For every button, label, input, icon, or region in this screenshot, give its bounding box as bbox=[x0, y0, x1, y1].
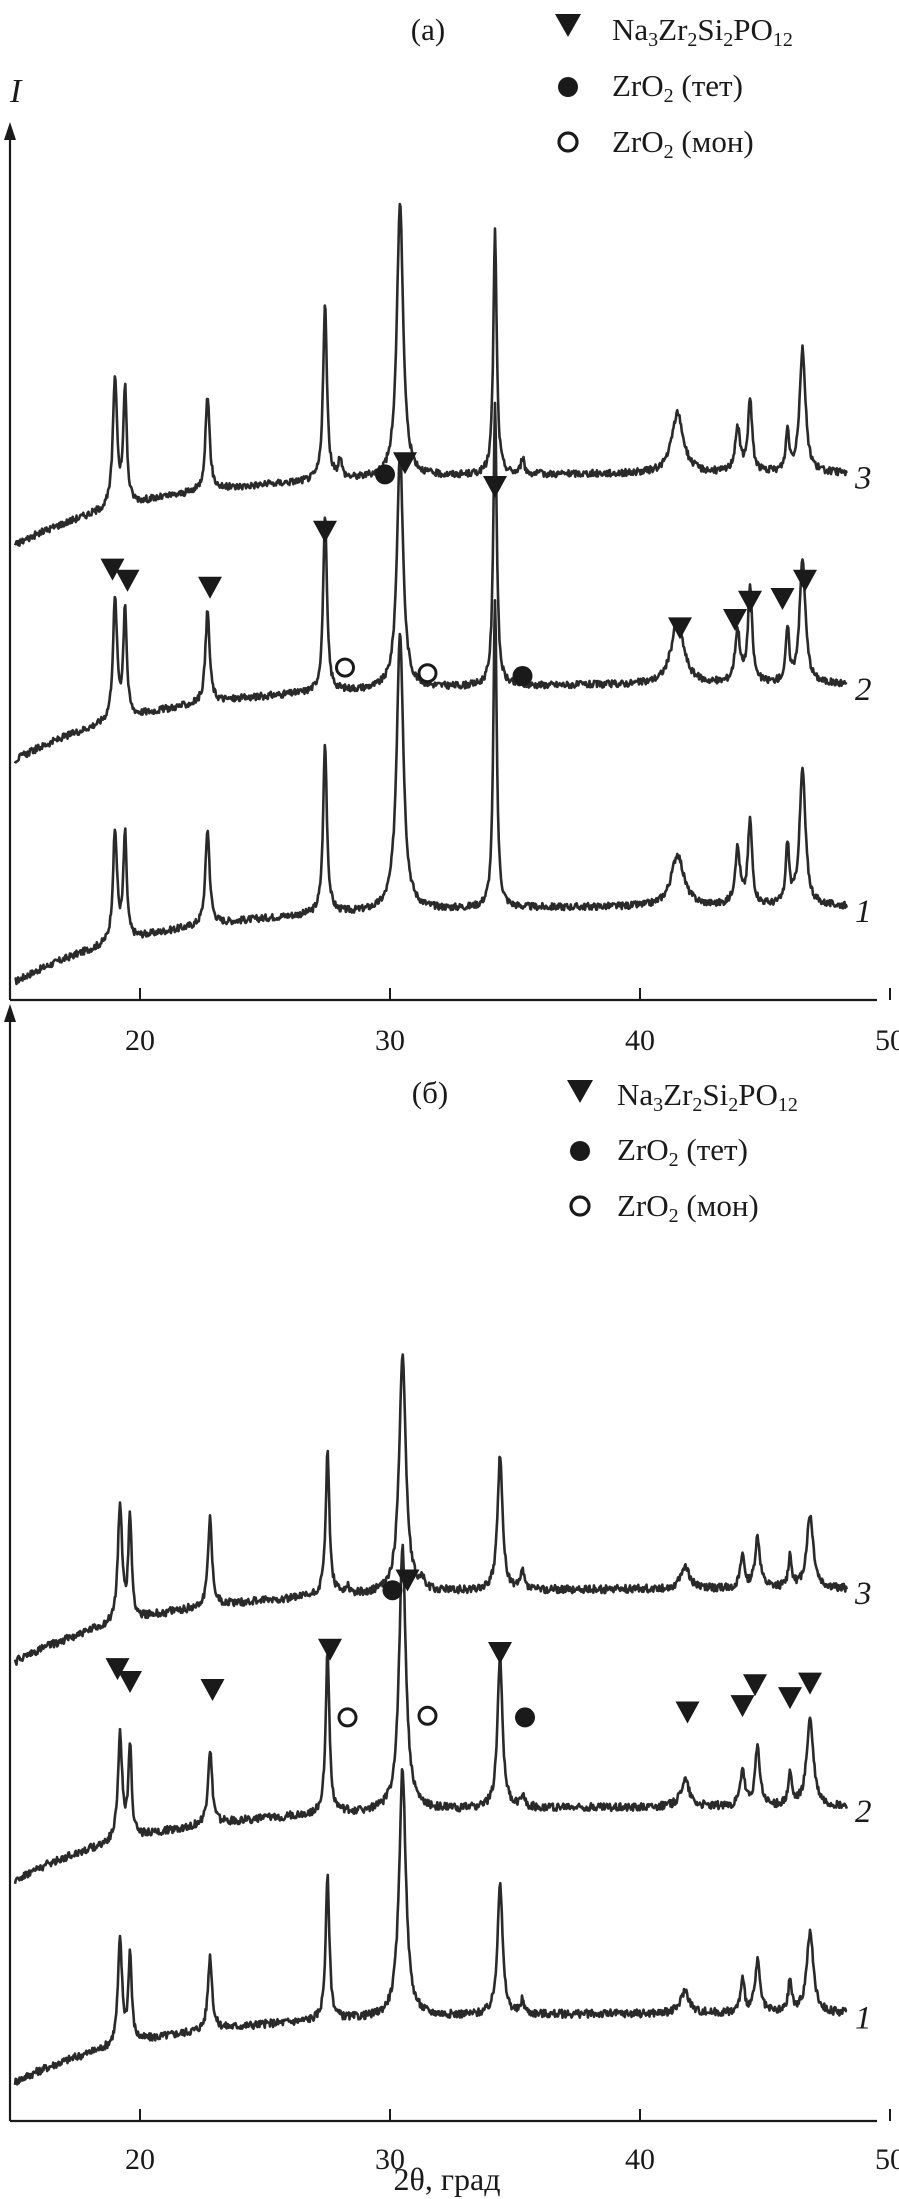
legend-b-filled-circle-icon bbox=[570, 1141, 590, 1161]
peak-marker-zro2-tet bbox=[375, 464, 395, 485]
peak-marker-nzsp bbox=[488, 1641, 512, 1664]
x-tick-label: 30 bbox=[375, 2143, 405, 2176]
panel-b-label: (б) bbox=[412, 1075, 448, 1110]
x-tick-label: 20 bbox=[125, 2143, 155, 2176]
peak-marker-nzsp bbox=[118, 1670, 142, 1693]
peak-marker-nzsp bbox=[730, 1695, 755, 1718]
peak-marker-zro2-mon bbox=[417, 1705, 438, 1726]
peak-marker-nzsp bbox=[395, 1569, 420, 1592]
legend-b-mon-label: ZrO2 (мон) bbox=[617, 1188, 759, 1227]
curve-label-2: 2 bbox=[855, 1794, 872, 1830]
xrd-curve-1 bbox=[14, 599, 849, 986]
legend-b-tet-label: ZrO2 (тет) bbox=[617, 1132, 748, 1171]
peak-marker-nzsp bbox=[100, 558, 125, 581]
peak-marker-nzsp bbox=[738, 590, 762, 613]
xrd-curve-2 bbox=[13, 1543, 849, 1885]
xrd-curve-1 bbox=[13, 1768, 848, 2086]
panel-a-x-ticks: 20 30 40 50 bbox=[125, 988, 899, 1057]
panel-a-ylabel: I bbox=[9, 73, 23, 110]
x-tick-label: 50 bbox=[875, 1024, 899, 1057]
x-tick-label: 50 bbox=[875, 2143, 899, 2176]
x-tick-label: 40 bbox=[625, 2143, 655, 2176]
curve-label-3: 3 bbox=[854, 461, 872, 497]
peak-marker-zro2-tet bbox=[512, 666, 533, 686]
legend-a-tet-label: ZrO2 (тет) bbox=[612, 68, 743, 107]
peak-marker-nzsp bbox=[675, 1701, 700, 1724]
curve-label-3: 3 bbox=[854, 1576, 872, 1612]
curve-label-1: 1 bbox=[855, 2000, 872, 2036]
legend-a-na-label: Na3Zr2Si2PO12 bbox=[612, 12, 793, 51]
xrd-curve-2 bbox=[13, 401, 848, 764]
peak-marker-nzsp bbox=[668, 617, 692, 640]
panel-a-curves: 1 2 3 bbox=[13, 202, 872, 986]
curve-label-2: 2 bbox=[855, 672, 872, 708]
peak-marker-nzsp bbox=[198, 576, 222, 599]
panel-a-y-axis-arrow bbox=[4, 122, 16, 140]
legend-b-triangle-icon bbox=[567, 1080, 593, 1103]
xrd-curve-3 bbox=[13, 202, 848, 547]
panel-b-legend: Na3Zr2Si2PO12 ZrO2 (тет) ZrO2 (мон) bbox=[567, 1077, 798, 1227]
peak-marker-nzsp bbox=[770, 588, 795, 610]
peak-marker-nzsp bbox=[393, 452, 417, 475]
panel-b-curves: 1 2 3 bbox=[13, 1353, 872, 2086]
peak-marker-zro2-mon bbox=[417, 663, 438, 684]
peak-marker-nzsp bbox=[743, 1674, 767, 1697]
panel-b-xlabel: 2θ, град bbox=[394, 2161, 501, 2197]
x-tick-label: 40 bbox=[625, 1024, 655, 1057]
panel-a-label: (а) bbox=[411, 12, 445, 47]
peak-marker-nzsp bbox=[793, 569, 817, 592]
xrd-curve-3 bbox=[13, 1353, 849, 1666]
legend-b-open-circle-icon bbox=[569, 1195, 591, 1217]
curve-label-1: 1 bbox=[855, 894, 872, 930]
peak-marker-nzsp bbox=[318, 1638, 342, 1661]
x-tick-label: 20 bbox=[125, 1024, 155, 1057]
panel-a-peak-markers bbox=[100, 452, 817, 686]
legend-a-filled-circle-icon bbox=[558, 77, 578, 97]
peak-marker-nzsp bbox=[798, 1672, 822, 1695]
peak-marker-nzsp bbox=[723, 609, 747, 631]
peak-marker-zro2-tet bbox=[515, 1707, 535, 1728]
peak-marker-nzsp bbox=[313, 520, 337, 543]
peak-marker-zro2-mon bbox=[337, 1707, 358, 1728]
legend-b-na-label: Na3Zr2Si2PO12 bbox=[617, 1077, 798, 1116]
panel-a: I (а) 20 30 40 50 1 2 3 Na3Zr2Si2PO12 ZrO2 (т… bbox=[4, 12, 899, 1057]
legend-a-triangle-icon bbox=[555, 14, 581, 37]
peak-marker-zro2-mon bbox=[335, 657, 355, 678]
peak-marker-nzsp bbox=[115, 569, 140, 592]
legend-a-mon-label: ZrO2 (мон) bbox=[612, 124, 754, 163]
panel-b: (б) 2θ, град 20 30 40 50 1 2 3 Na3Zr2Si2PO12 … bbox=[4, 1004, 899, 2197]
peak-marker-nzsp bbox=[105, 1658, 130, 1681]
peak-marker-nzsp bbox=[483, 476, 507, 498]
panel-b-x-ticks: 20 30 40 50 bbox=[125, 2109, 899, 2176]
peak-marker-nzsp bbox=[200, 1679, 225, 1702]
x-tick-label: 30 bbox=[375, 1024, 405, 1057]
panel-a-legend: Na3Zr2Si2PO12 ZrO2 (тет) ZrO2 (мон) bbox=[555, 12, 793, 163]
peak-marker-nzsp bbox=[778, 1687, 802, 1710]
panel-b-peak-markers bbox=[105, 1569, 822, 1728]
panel-b-y-axis-arrow bbox=[4, 1004, 16, 1022]
peak-marker-zro2-tet bbox=[382, 1580, 403, 1601]
legend-a-open-circle-icon bbox=[557, 131, 579, 153]
